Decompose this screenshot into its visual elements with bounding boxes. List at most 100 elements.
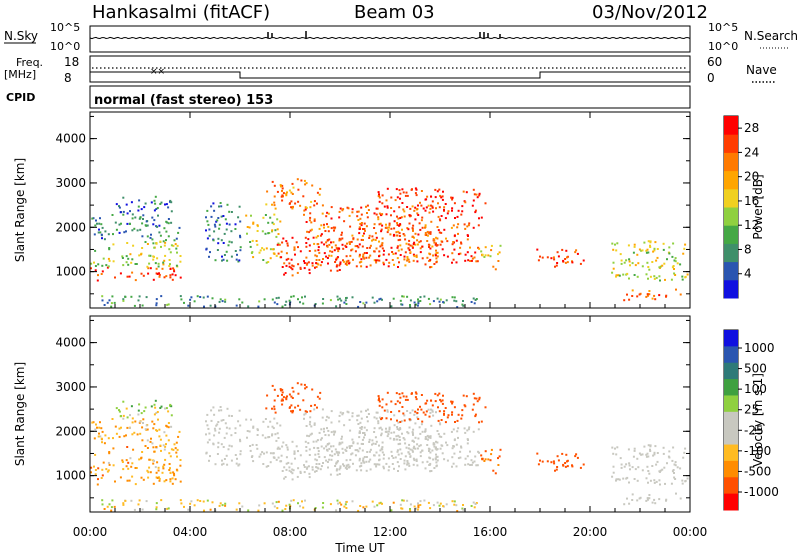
velocity-cell [318,463,321,465]
power-cell [575,249,578,252]
velocity-cell [396,449,399,452]
power-cell [444,217,447,220]
velocity-cell [381,441,384,444]
velocity-cell [492,469,495,472]
velocity-cell [348,418,351,421]
velocity-cell [168,469,171,471]
nave-step-trace [90,71,690,79]
velocity-cell [351,500,354,503]
velocity-cell [173,472,175,475]
power-cell [157,262,160,265]
velocity-cell [108,503,111,506]
power-cell [227,244,230,247]
power-cell [309,216,312,219]
power-cell [294,202,297,205]
velocity-cell [398,428,401,431]
velocity-cell [397,421,400,424]
velocity-cell [415,507,418,510]
power-cell [365,301,368,304]
power-cell [359,217,362,220]
velocity-colorbar-tick-label: 100 [744,382,767,396]
velocity-cell [159,407,162,409]
power-cell [303,209,306,212]
power-cell [101,270,104,273]
velocity-cell [286,395,288,398]
power-cell [238,205,241,208]
power-cell [105,264,108,267]
power-cell [287,257,290,260]
power-colorbar-tick-label: 20 [744,170,759,184]
power-cell [461,205,464,208]
velocity-cell [359,505,362,507]
power-cell [413,209,416,212]
velocity-cell [473,506,476,509]
velocity-cell [234,454,237,456]
velocity-cell [471,408,474,411]
velocity-cell [392,438,395,441]
velocity-cell [216,423,219,426]
power-cell [407,258,410,261]
power-cell [396,222,399,224]
velocity-cell [420,394,423,396]
power-cell [308,219,311,222]
power-cell [167,218,170,220]
velocity-cell [271,407,273,410]
power-cell [155,304,158,307]
velocity-cell [406,461,409,464]
velocity-cell [461,409,464,412]
velocity-cell [339,411,342,414]
velocity-cell [137,503,140,506]
velocity-cell [439,423,442,426]
power-cell [450,196,453,199]
velocity-cell [633,449,636,452]
power-cell [138,254,141,257]
velocity-cell [653,479,656,482]
power-cell [399,238,402,241]
velocity-cell [145,500,148,503]
velocity-cell [142,422,144,424]
velocity-cell [163,480,166,483]
power-colorbar-step [724,243,738,263]
power-cell [468,222,471,225]
power-cell [290,206,293,209]
power-cell [654,241,657,244]
power-cell [653,247,656,250]
velocity-cell [413,459,416,462]
power-cell [90,262,93,265]
date-title: 03/Nov/2012 [592,2,708,23]
power-cell [438,300,441,303]
power-cell [655,276,658,279]
power-cell [158,273,161,276]
power-cell [343,220,346,223]
velocity-cell [338,414,341,417]
velocity-cell [648,472,651,475]
power-cell [315,236,318,239]
power-cell [398,224,401,227]
velocity-cell [327,434,330,437]
power-cell [411,235,414,238]
power-cell [442,301,445,304]
velocity-cell [108,463,111,466]
velocity-cell [169,472,172,474]
velocity-cell [360,410,363,413]
velocity-cell [335,469,338,472]
velocity-cell [377,395,380,398]
velocity-cell [375,440,378,443]
velocity-cell [173,443,176,446]
power-cell [221,255,223,258]
velocity-cell [220,419,223,422]
velocity-cell [431,409,434,412]
velocity-cell [478,451,481,454]
velocity-cell [365,429,368,432]
power-cell [451,243,454,246]
power-cell [431,206,434,209]
power-cell [289,202,291,205]
power-cell [278,243,281,246]
velocity-cell [663,466,666,469]
velocity-ylabel: Slant Range [km] [13,362,27,466]
velocity-cell [646,498,649,501]
power-cell [427,204,430,207]
velocity-cell [631,493,634,496]
power-cell [360,265,363,268]
velocity-cell [277,456,280,459]
